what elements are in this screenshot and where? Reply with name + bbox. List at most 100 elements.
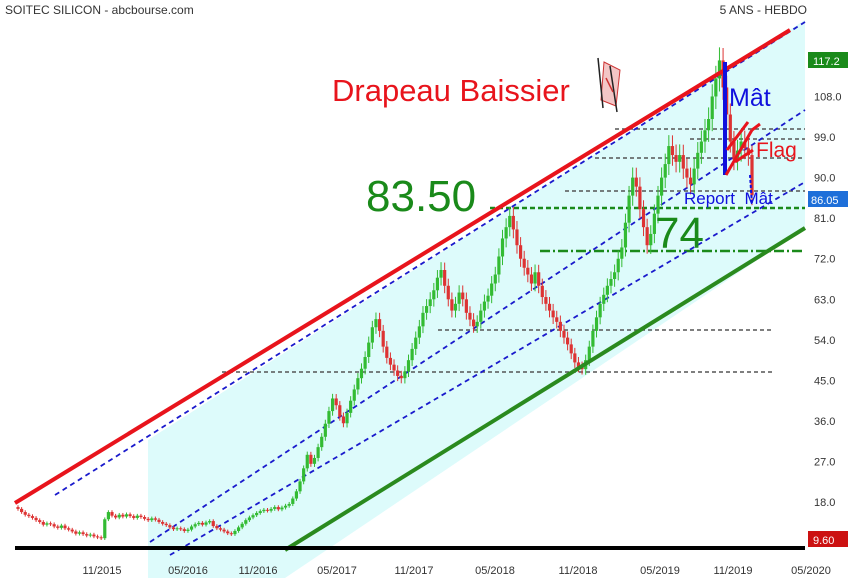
candle-body — [34, 517, 38, 521]
y-tick-label: 27.0 — [814, 457, 835, 469]
candle-body — [316, 447, 320, 458]
candle-body — [641, 209, 646, 228]
candle-body — [244, 520, 248, 524]
candle-body — [251, 515, 255, 518]
candle-body — [208, 521, 212, 523]
candle-body — [276, 507, 280, 510]
candle-body — [186, 529, 190, 531]
candle-body — [446, 285, 450, 300]
candle-body — [403, 371, 407, 379]
candle-body — [392, 364, 396, 371]
lower-channel-line — [283, 226, 807, 552]
candle-body — [699, 141, 703, 153]
candle-body — [327, 411, 331, 424]
candle-body — [312, 457, 317, 464]
candle-body — [367, 342, 371, 357]
upper-channel-line — [13, 28, 792, 505]
candle-body — [616, 258, 620, 273]
candle-body — [565, 337, 570, 345]
candle-body — [609, 279, 613, 286]
candle-body — [435, 277, 440, 291]
flag-pattern-icon — [597, 57, 621, 113]
candle-body — [215, 526, 219, 529]
candle-body — [511, 215, 515, 230]
candle-body — [468, 312, 472, 320]
price-badge-text: 86.05 — [811, 195, 839, 207]
candle-body — [63, 525, 67, 529]
candle-body — [417, 326, 421, 338]
y-tick-label: 63.0 — [814, 294, 835, 306]
candle-body — [204, 522, 208, 525]
candle-body — [262, 509, 266, 512]
candle-body — [161, 521, 165, 524]
candle-body — [688, 177, 693, 185]
candle-body — [439, 270, 443, 278]
candle-body — [678, 155, 682, 162]
candle-body — [428, 299, 432, 307]
candle-body — [627, 195, 631, 223]
candle-body — [482, 301, 487, 311]
candle-body — [544, 297, 548, 304]
candle-body — [500, 238, 505, 257]
candle-body — [594, 317, 599, 331]
candle-body — [660, 177, 664, 196]
x-tick-label: 05/2019 — [640, 565, 680, 577]
candle-body — [229, 533, 233, 535]
candle-body — [424, 306, 429, 313]
high-badge: 117.2 — [808, 52, 848, 68]
candle-body — [518, 245, 523, 259]
candle-body — [587, 346, 591, 361]
candle-body — [323, 423, 327, 437]
candle-body — [287, 503, 291, 506]
candle-body — [359, 368, 364, 379]
candle-body — [461, 292, 465, 300]
candle-body — [623, 222, 628, 248]
candle-body — [634, 177, 638, 187]
candle-body — [59, 525, 63, 528]
candle-body — [320, 436, 324, 448]
candle-body — [602, 294, 606, 304]
candle-body — [569, 344, 573, 354]
y-tick-label: 99.0 — [814, 132, 835, 144]
candle-body — [45, 523, 49, 525]
candle-body — [103, 519, 107, 539]
candle-body — [685, 168, 689, 178]
candle-body — [168, 525, 172, 528]
low-badge: 9.60 — [808, 531, 848, 547]
candle-body — [283, 505, 288, 508]
candle-body — [70, 529, 74, 532]
pattern-title: Drapeau Baissier — [332, 73, 570, 108]
candle-body — [153, 518, 157, 520]
candle-body — [710, 96, 714, 120]
candle-body — [692, 168, 696, 185]
candle-body — [540, 285, 544, 298]
candle-body — [674, 155, 678, 162]
candle-body — [211, 521, 215, 527]
candle-body — [645, 227, 649, 246]
candle-body — [294, 491, 299, 499]
candle-body — [605, 285, 609, 295]
candle-body — [132, 516, 136, 518]
candle-body — [631, 177, 635, 196]
x-tick-label: 05/2018 — [475, 565, 515, 577]
x-tick-label: 11/2016 — [239, 565, 278, 577]
candle-body — [497, 256, 501, 275]
candle-body — [529, 274, 534, 284]
y-tick-label: 18.0 — [814, 497, 835, 509]
candle-body — [613, 272, 617, 280]
candle-body — [150, 518, 154, 521]
candle-body — [338, 405, 342, 417]
candle-body — [649, 233, 653, 246]
candle-body — [27, 514, 31, 517]
candle-body — [432, 290, 436, 300]
candle-body — [99, 537, 103, 539]
candle-body — [381, 330, 385, 347]
candle-body — [48, 523, 53, 525]
candle-body — [714, 78, 718, 97]
candle-body — [114, 515, 118, 518]
candle-body — [352, 389, 356, 401]
candle-body — [280, 507, 284, 510]
candle-body — [656, 195, 660, 214]
candle-body — [77, 532, 82, 534]
